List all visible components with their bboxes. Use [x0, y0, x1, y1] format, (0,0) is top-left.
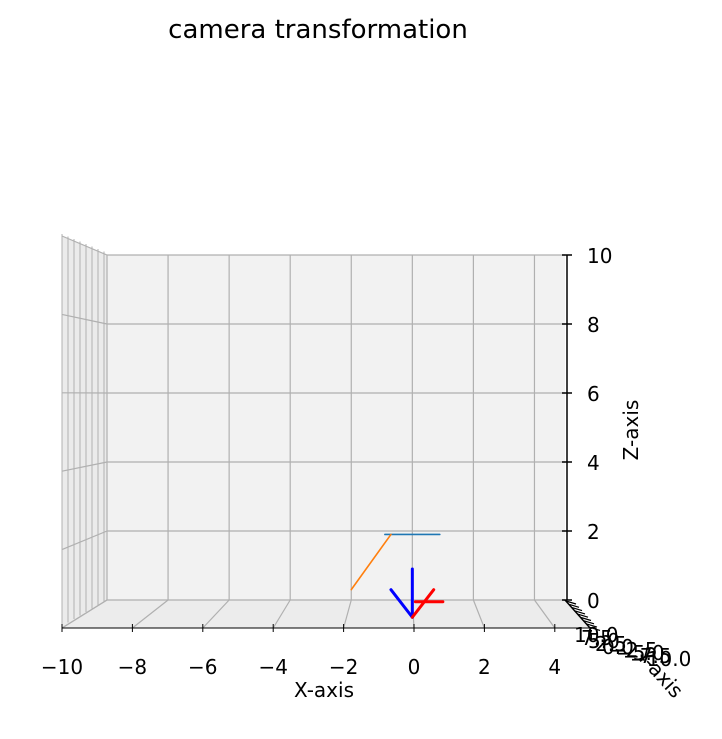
side-grid-line-z: [61, 313, 108, 325]
floor-pane: [62, 600, 590, 628]
side-grid-line-z: [61, 461, 108, 472]
data-line-4: [410, 588, 436, 619]
data-line-1: [350, 533, 392, 591]
y-tick-mark: [586, 623, 598, 628]
z-tick-label: 0: [587, 589, 600, 613]
y-tick-mark: [580, 616, 592, 622]
x-tick-label: −6: [188, 655, 217, 679]
y-tick-label: 0.0: [602, 635, 634, 659]
grid-lines: [61, 234, 565, 629]
floor-grid-line-x: [533, 599, 556, 629]
floor-grid-line-x: [472, 599, 485, 629]
y-tick-mark: [565, 600, 577, 605]
x-tick-label: −4: [258, 655, 287, 679]
x-tick-label: 4: [548, 655, 561, 679]
floor-grid-line-x: [202, 599, 230, 629]
y-tick-mark: [574, 610, 586, 615]
y-tick-label: −7.5: [623, 644, 672, 668]
z-tick-label: 2: [587, 520, 600, 544]
z-tick-label: 6: [587, 382, 600, 406]
x-tick-label: −2: [329, 655, 358, 679]
x-tick-label: 2: [478, 655, 491, 679]
y-tick-label: 5.0: [588, 629, 620, 653]
y-tick-mark: [571, 607, 583, 612]
y-tick-mark: [577, 613, 589, 618]
x-ticks: −10 −8 −6 −4 −2 0 2 4: [41, 624, 561, 679]
side-pane: [62, 236, 107, 628]
z-axis-label: Z-axis: [619, 400, 643, 461]
side-grid-line-z: [61, 599, 108, 629]
x-axis-label: X-axis: [294, 678, 354, 702]
side-grid-line-z: [61, 530, 108, 551]
z-tick-label: 10: [587, 244, 612, 268]
y-tick-label: 2.5: [595, 632, 627, 656]
x-tick-label: −10: [41, 655, 83, 679]
floor-grid-line-x: [343, 599, 352, 629]
y-tick-label: −5.0: [616, 641, 665, 665]
z-tick-label: 8: [587, 313, 600, 337]
x-tick-label: −8: [118, 655, 147, 679]
y-tick-label: −2.5: [609, 638, 658, 662]
y-tick-mark: [568, 603, 580, 608]
data-lines: [350, 533, 445, 619]
x-tick-label: 0: [408, 655, 421, 679]
y-ticks: 10.07.55.02.50.0−2.5−5.0−7.5−10.0: [565, 600, 691, 671]
side-grid-line-z: [61, 235, 108, 256]
z-ticks: 0 2 4 6 8 10: [562, 244, 612, 613]
chart-title: camera transformation: [168, 15, 468, 45]
floor-grid-line-x: [272, 599, 291, 629]
floor-grid-line-x: [132, 599, 169, 629]
z-tick-label: 4: [587, 451, 600, 475]
y-tick-mark: [583, 620, 595, 625]
data-line-3: [389, 588, 414, 619]
y-tick-label: −10.0: [630, 647, 691, 671]
back-pane: [107, 255, 565, 600]
y-tick-mark: [589, 626, 601, 631]
